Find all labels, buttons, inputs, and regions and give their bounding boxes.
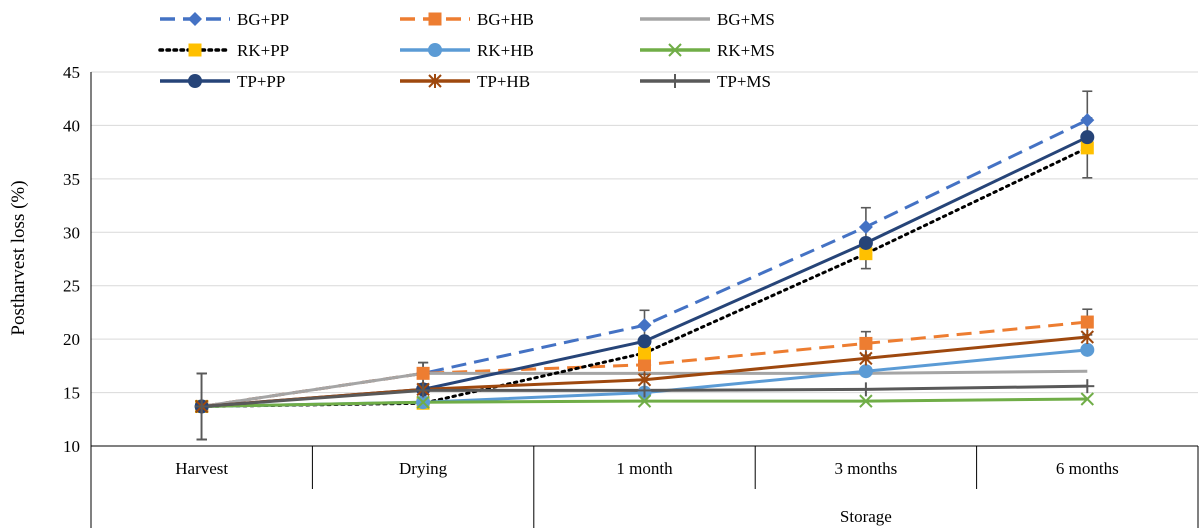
marker-rk-pp-2 bbox=[638, 346, 651, 360]
marker-rk-pp-4 bbox=[1080, 141, 1094, 155]
y-axis-label: Postharvest loss (%) bbox=[8, 180, 29, 335]
legend-item-bg-pp: BG+PP bbox=[160, 10, 289, 29]
legend-marker-rk-hb bbox=[428, 43, 442, 57]
legend-item-bg-hb: BG+HB bbox=[400, 10, 534, 29]
y-tick-label-40: 40 bbox=[63, 116, 80, 135]
legend-item-rk-hb: RK+HB bbox=[400, 41, 534, 60]
marker-tp-pp-3 bbox=[858, 235, 873, 250]
marker-tp-ms-1 bbox=[416, 383, 431, 398]
marker-tp-ms-4 bbox=[1080, 379, 1095, 394]
legend-marker-tp-pp bbox=[188, 74, 202, 88]
marker-bg-hb-4 bbox=[1080, 315, 1094, 329]
x-category-label-harvest: Harvest bbox=[175, 459, 228, 478]
y-tick-labels: 10 15 20 25 30 35 40 45 bbox=[63, 63, 80, 456]
x-category-label-3-months: 3 months bbox=[834, 459, 897, 478]
gridlines bbox=[91, 71, 1198, 394]
marker-tp-pp-2 bbox=[637, 334, 652, 349]
legend-label-tp-ms: TP+MS bbox=[717, 72, 771, 91]
legend-item-tp-ms: TP+MS bbox=[640, 72, 771, 91]
legend-label-bg-ms: BG+MS bbox=[717, 10, 775, 29]
y-tick-label-45: 45 bbox=[63, 63, 80, 82]
legend-item-rk-pp: RK+PP bbox=[158, 41, 289, 60]
marker-bg-pp-2 bbox=[637, 318, 652, 333]
axes bbox=[90, 72, 1198, 447]
marker-rk-ms-3 bbox=[859, 394, 873, 408]
x-category-label-6-months: 6 months bbox=[1056, 459, 1119, 478]
marker-tp-ms-2 bbox=[637, 383, 652, 398]
x-category-label-1-month: 1 month bbox=[616, 459, 673, 478]
marker-rk-pp-3 bbox=[859, 247, 873, 261]
legend-label-rk-hb: RK+HB bbox=[477, 41, 534, 60]
legend-marker-rk-pp bbox=[188, 43, 202, 57]
legend: BG+PP BG+HB BG+MS RK+PP RK+HB RK+MS TP+PP TP+HB… bbox=[158, 10, 775, 91]
legend-label-rk-ms: RK+MS bbox=[717, 41, 775, 60]
y-tick-label-10: 10 bbox=[63, 437, 80, 456]
x-category-label-drying: Drying bbox=[399, 459, 448, 478]
marker-bg-hb-2 bbox=[638, 358, 651, 372]
series-markers bbox=[194, 113, 1095, 414]
legend-label-bg-hb: BG+HB bbox=[477, 10, 534, 29]
y-tick-label-15: 15 bbox=[63, 384, 80, 403]
marker-tp-ms-0 bbox=[194, 399, 209, 414]
marker-tp-hb-4 bbox=[1080, 330, 1095, 345]
x-category-table: Harvest Drying 1 month 3 months 6 months Stor… bbox=[90, 446, 1199, 528]
legend-label-rk-pp: RK+PP bbox=[237, 41, 289, 60]
marker-rk-hb-4 bbox=[1080, 342, 1095, 357]
legend-item-tp-hb: TP+HB bbox=[400, 72, 530, 91]
marker-tp-hb-3 bbox=[859, 351, 873, 366]
marker-bg-pp-4 bbox=[1080, 113, 1095, 128]
legend-marker-tp-hb bbox=[428, 74, 442, 88]
marker-rk-ms-4 bbox=[1080, 392, 1095, 406]
legend-item-tp-pp: TP+PP bbox=[160, 72, 285, 91]
marker-bg-pp-3 bbox=[858, 219, 873, 234]
marker-rk-ms-1 bbox=[416, 395, 430, 409]
legend-marker-tp-ms bbox=[668, 74, 682, 88]
y-tick-label-35: 35 bbox=[63, 170, 80, 189]
legend-label-tp-hb: TP+HB bbox=[477, 72, 530, 91]
legend-item-bg-ms: BG+MS bbox=[640, 10, 775, 29]
legend-marker-bg-pp bbox=[188, 12, 202, 26]
y-tick-label-20: 20 bbox=[63, 330, 80, 349]
legend-marker-rk-ms bbox=[668, 43, 682, 57]
y-tick-label-25: 25 bbox=[63, 277, 80, 296]
marker-rk-ms-2 bbox=[637, 394, 652, 408]
legend-label-bg-pp: BG+PP bbox=[237, 10, 289, 29]
legend-item-rk-ms: RK+MS bbox=[640, 41, 775, 60]
x-group-label-storage: Storage bbox=[840, 507, 892, 526]
marker-bg-hb-1 bbox=[416, 366, 430, 380]
y-tick-label-30: 30 bbox=[63, 223, 80, 242]
marker-tp-pp-4 bbox=[1080, 130, 1095, 145]
legend-label-tp-pp: TP+PP bbox=[237, 72, 285, 91]
marker-bg-hb-3 bbox=[859, 336, 873, 350]
legend-marker-bg-hb bbox=[428, 12, 442, 26]
marker-rk-hb-3 bbox=[858, 364, 873, 379]
marker-tp-ms-3 bbox=[858, 382, 873, 397]
